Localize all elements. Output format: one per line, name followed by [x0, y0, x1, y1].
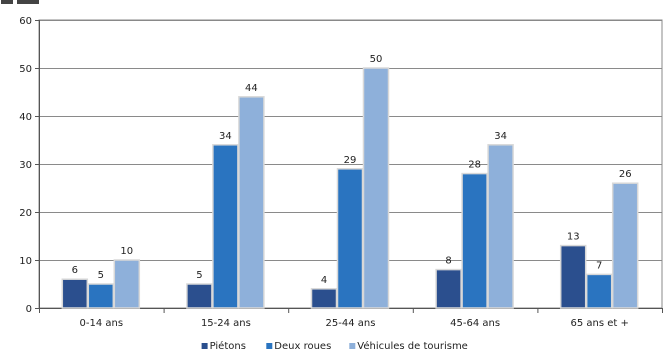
bar	[212, 144, 239, 309]
bar	[87, 283, 115, 309]
data-label: 4	[321, 275, 327, 286]
y-tick-label: 20	[19, 208, 32, 219]
data-label: 28	[468, 160, 481, 171]
bar	[186, 283, 213, 309]
y-tick-label: 50	[19, 64, 32, 75]
data-label: 44	[245, 83, 258, 94]
bar	[487, 144, 514, 309]
data-label: 29	[344, 155, 357, 166]
x-tick-label: 65 ans et +	[571, 318, 629, 329]
bar	[461, 172, 488, 309]
x-tick-label: 25-44 ans	[326, 318, 376, 329]
data-label: 10	[120, 246, 133, 257]
data-label: 13	[567, 232, 580, 243]
bar	[585, 273, 613, 309]
data-label: 34	[219, 131, 232, 142]
bar	[336, 168, 364, 309]
bar	[113, 259, 141, 309]
y-tick-label: 40	[19, 112, 32, 123]
legend: Piétons Deux roues Véhicules de tourisme	[201, 340, 468, 352]
bar	[559, 244, 587, 309]
legend-swatch	[349, 343, 356, 349]
y-tick-label: 60	[19, 16, 32, 27]
legend-swatch	[201, 343, 208, 349]
y-tick-label: 10	[19, 256, 32, 267]
legend-label: Piétons	[210, 340, 246, 352]
data-label: 5	[196, 270, 202, 281]
truncated-title-fragment	[1, 0, 39, 4]
legend-label: Deux roues	[274, 341, 331, 352]
bar	[310, 288, 338, 309]
data-label: 34	[494, 131, 507, 142]
bar	[238, 96, 265, 309]
legend-swatch	[266, 343, 273, 349]
data-label: 50	[370, 54, 383, 65]
bar	[435, 268, 462, 309]
bars	[61, 67, 639, 309]
bar	[61, 278, 89, 309]
data-label: 26	[619, 169, 632, 180]
x-tick-label: 0-14 ans	[80, 318, 124, 329]
y-tick-label: 0	[26, 304, 32, 315]
legend-label: Véhicules de tourisme	[357, 340, 468, 352]
bar	[362, 67, 390, 309]
y-tick-label: 30	[19, 160, 32, 171]
bar	[611, 182, 639, 309]
data-label: 5	[98, 270, 104, 281]
x-tick-label: 45-64 ans	[450, 318, 500, 329]
data-label: 6	[72, 265, 78, 276]
data-label: 8	[445, 256, 451, 267]
x-tick-label: 15-24 ans	[201, 318, 251, 329]
data-label: 7	[596, 260, 602, 271]
